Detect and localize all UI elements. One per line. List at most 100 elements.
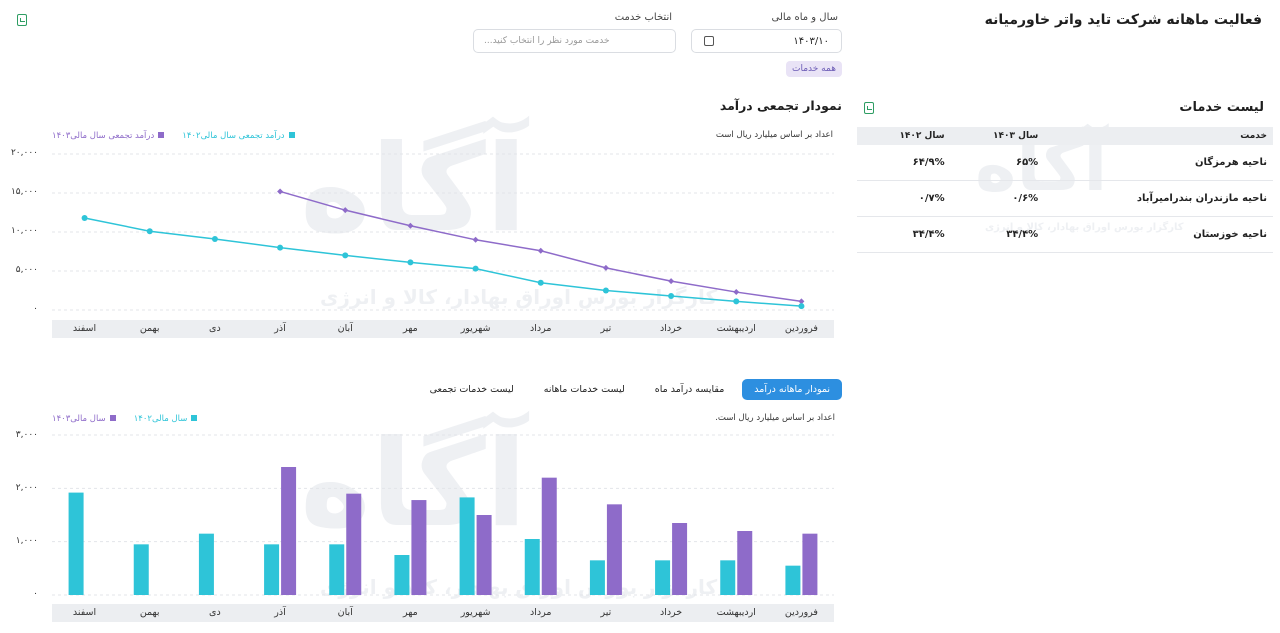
data-point[interactable] (733, 289, 740, 296)
year-month-picker[interactable]: ۱۴۰۳/۱۰ (691, 29, 842, 53)
data-point[interactable] (342, 207, 349, 214)
data-point[interactable] (668, 292, 675, 299)
legend-label-1402: درآمد تجمعی سال مالی۱۴۰۲ (182, 131, 285, 141)
x-tick-label: شهریور (460, 323, 491, 334)
cumulative-unit-note: اعداد بر اساس میلیارد ریال است (715, 130, 833, 140)
x-tick-label: آبان (337, 323, 353, 334)
y-tick: ۰ (33, 304, 38, 314)
export-icon[interactable] (864, 102, 874, 114)
monthly-unit-note: اعداد بر اساس میلیارد ریال است. (715, 413, 835, 423)
bar-1402[interactable] (655, 560, 671, 595)
all-services-chip[interactable]: همه خدمات (786, 61, 842, 77)
y-tick: ۵,۰۰۰ (15, 265, 38, 275)
x-tick-label: اردیبهشت (716, 323, 756, 334)
monthly-legend: سال مالی۱۴۰۲ سال مالی۱۴۰۳ (52, 414, 198, 424)
bar-1403[interactable] (737, 531, 753, 595)
service-select[interactable]: خدمت مورد نظر را انتخاب کنید... (473, 29, 676, 53)
bar-1402[interactable] (459, 497, 475, 595)
bar-1402[interactable] (133, 544, 149, 595)
chart-tabs: نمودار ماهانه درآمد مقایسه درآمد ماه لیس… (418, 379, 842, 400)
bar-1403[interactable] (606, 504, 622, 595)
x-tick-label: آذر (274, 607, 286, 618)
y-tick: ۰ (33, 589, 38, 599)
data-point[interactable] (407, 259, 414, 266)
cumulative-x-axis: فروردین اردیبهشت خرداد تیر مرداد شهریور مهر آبا… (52, 320, 834, 338)
table-row[interactable]: ناحیه مازندران بندرامیرآباد ۰/۶% ۰/۷% (857, 180, 1273, 217)
services-table-wrap: خدمت سال ۱۴۰۳ سال ۱۴۰۲ ناحیه هرمزگان ۶۵%… (857, 127, 1273, 253)
x-tick-label: مرداد (530, 607, 552, 618)
bar-1402[interactable] (589, 560, 605, 595)
legend-label-1403: سال مالی۱۴۰۳ (52, 414, 106, 424)
legend-label-1402: سال مالی۱۴۰۲ (133, 414, 188, 424)
col-header-service: خدمت (1044, 127, 1273, 145)
bar-1402[interactable] (785, 565, 801, 595)
year-month-value: ۱۴۰۳/۱۰ (793, 35, 829, 47)
data-point[interactable] (342, 252, 349, 259)
data-point[interactable] (602, 287, 609, 294)
bar-1402[interactable] (329, 544, 345, 595)
x-tick-label: مهر (403, 607, 418, 618)
data-point[interactable] (472, 265, 479, 272)
share-1403: ۰/۶% (950, 180, 1045, 217)
bar-1403[interactable] (281, 467, 297, 595)
x-tick-label: دی (209, 607, 221, 618)
table-row[interactable]: ناحیه هرمزگان ۶۵% ۶۴/۹% (857, 145, 1273, 181)
legend-item-1403[interactable]: درآمد تجمعی سال مالی۱۴۰۳ (52, 131, 165, 141)
series-line-1402 (84, 217, 802, 307)
bar-1402[interactable] (264, 544, 280, 595)
tab-cumulative-services[interactable]: لیست خدمات تجمعی (429, 384, 514, 395)
x-tick-label: بهمن (139, 323, 160, 334)
bar-1402[interactable] (394, 555, 410, 595)
table-row[interactable]: ناحیه خوزستان ۳۴/۴% ۳۴/۴% (857, 216, 1273, 253)
services-title: لیست خدمات (1179, 100, 1264, 115)
data-point[interactable] (537, 247, 544, 254)
y-tick: ۲,۰۰۰ (15, 483, 38, 493)
bar-1403[interactable] (476, 515, 492, 595)
calendar-icon (704, 36, 714, 46)
monthly-bar-chart (52, 434, 834, 596)
x-tick-label: خرداد (659, 607, 683, 618)
data-point[interactable] (81, 214, 88, 221)
data-point[interactable] (407, 222, 414, 229)
bar-1403[interactable] (802, 533, 818, 595)
bar-1403[interactable] (541, 477, 557, 595)
legend-item-1402[interactable]: درآمد تجمعی سال مالی۱۴۰۲ (182, 131, 295, 141)
col-header-1402: سال ۱۴۰۲ (857, 127, 951, 145)
data-point[interactable] (277, 188, 284, 195)
year-month-label: سال و ماه مالی (771, 12, 838, 23)
data-point[interactable] (211, 236, 218, 243)
bar-1403[interactable] (346, 493, 362, 595)
y-tick: ۱۵,۰۰۰ (10, 187, 38, 197)
data-point[interactable] (798, 298, 805, 305)
data-point[interactable] (277, 244, 284, 251)
bar-1403[interactable] (672, 523, 688, 595)
y-tick: ۱۰,۰۰۰ (10, 226, 38, 236)
data-point[interactable] (733, 298, 740, 305)
x-tick-label: فروردین (784, 607, 818, 618)
bar-1402[interactable] (68, 492, 84, 595)
bar-1402[interactable] (524, 539, 540, 595)
bar-1402[interactable] (720, 560, 736, 595)
data-point[interactable] (798, 303, 805, 310)
share-1402: ۳۴/۴% (857, 216, 951, 253)
export-icon[interactable] (17, 14, 27, 26)
x-tick-label: اسفند (72, 607, 97, 618)
data-point[interactable] (537, 279, 544, 286)
service-placeholder: خدمت مورد نظر را انتخاب کنید... (484, 36, 610, 46)
cumulative-line-chart (52, 153, 834, 311)
bar-1403[interactable] (411, 500, 427, 595)
bar-1402[interactable] (198, 533, 214, 595)
data-point[interactable] (668, 278, 675, 285)
legend-label-1403: درآمد تجمعی سال مالی۱۴۰۳ (52, 131, 155, 141)
x-tick-label: مهر (403, 323, 418, 334)
data-point[interactable] (146, 228, 153, 235)
service-name: ناحیه خوزستان (1044, 216, 1273, 253)
tab-month-compare[interactable]: مقایسه درآمد ماه (654, 384, 725, 395)
legend-item-1402[interactable]: سال مالی۱۴۰۲ (134, 414, 198, 424)
tab-monthly-services[interactable]: لیست خدمات ماهانه (543, 384, 625, 395)
tab-monthly-revenue[interactable]: نمودار ماهانه درآمد (742, 379, 842, 400)
data-point[interactable] (472, 236, 479, 243)
share-1402: ۶۴/۹% (857, 145, 951, 181)
data-point[interactable] (602, 264, 609, 271)
legend-item-1403[interactable]: سال مالی۱۴۰۳ (52, 414, 116, 424)
